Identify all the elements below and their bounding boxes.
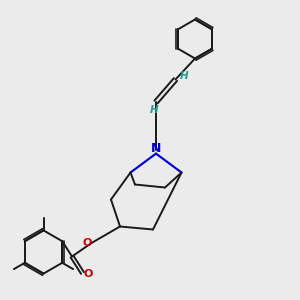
Text: H: H (150, 105, 159, 116)
Text: N: N (151, 142, 161, 155)
Text: H: H (180, 71, 188, 81)
Text: O: O (83, 269, 93, 279)
Text: O: O (83, 238, 92, 248)
